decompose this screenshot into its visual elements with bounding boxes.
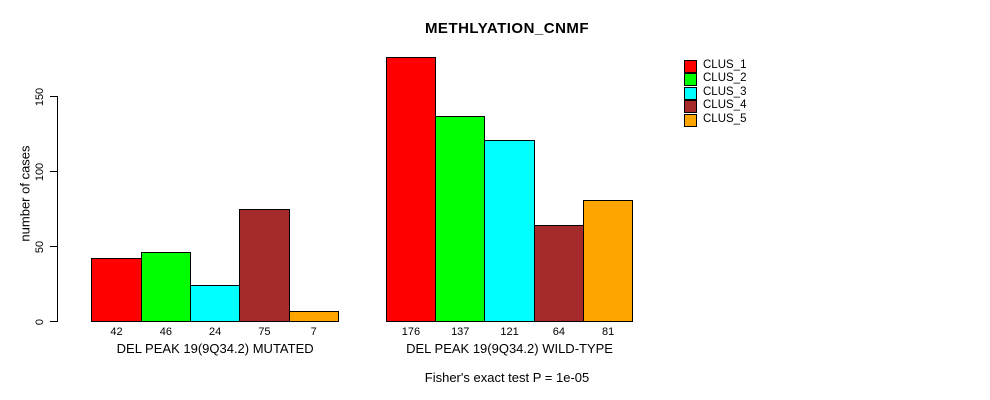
bar-value-label: 7 xyxy=(310,326,317,338)
y-tick-label: 100 xyxy=(34,162,46,181)
y-tick-mark xyxy=(50,246,57,247)
bar xyxy=(385,57,437,322)
bar-value-label: 137 xyxy=(451,326,470,338)
bar xyxy=(140,252,191,322)
bar-value-label: 42 xyxy=(110,326,123,338)
legend-label: CLUS_3 xyxy=(703,85,747,98)
legend-swatch-clus_1 xyxy=(684,60,697,73)
bar-value-label: 75 xyxy=(258,326,271,338)
legend-swatch-clus_4 xyxy=(684,100,697,114)
bar-value-label: 81 xyxy=(602,326,615,338)
y-tick-mark xyxy=(50,321,57,322)
y-tick-label: 0 xyxy=(34,318,46,325)
legend-swatch-clus_2 xyxy=(684,73,697,87)
legend-label: CLUS_2 xyxy=(703,72,747,85)
legend-swatch-clus_5 xyxy=(684,113,697,127)
bar-value-label: 176 xyxy=(401,326,421,338)
bar xyxy=(239,208,290,322)
bar xyxy=(190,285,241,322)
y-axis-label: number of cases xyxy=(17,145,33,242)
bar xyxy=(533,225,584,322)
annotation-text: Fisher's exact test P = 1e-05 xyxy=(424,370,590,385)
bar-value-label: 46 xyxy=(159,326,172,338)
legend-label: CLUS_5 xyxy=(703,112,747,125)
chart-title: METHLYATION_CNMF xyxy=(424,20,590,37)
bar xyxy=(484,139,535,322)
bar-value-label: 24 xyxy=(209,326,222,338)
bar xyxy=(435,115,486,322)
y-tick-label: 150 xyxy=(34,87,46,106)
bar-value-label: 64 xyxy=(552,326,565,338)
bar xyxy=(288,310,339,322)
legend-swatch-clus_3 xyxy=(684,86,697,100)
y-tick-label: 50 xyxy=(34,240,46,253)
legend-label: CLUS_1 xyxy=(703,59,747,71)
x-group-label: DEL PEAK 19(9Q34.2) WILD-TYPE xyxy=(406,341,613,356)
legend-label: CLUS_4 xyxy=(703,99,747,112)
bar xyxy=(91,258,142,322)
bar-value-label: 121 xyxy=(500,326,519,338)
y-axis-line xyxy=(57,96,58,322)
y-tick-mark xyxy=(50,96,57,97)
bar xyxy=(583,199,634,322)
x-group-label: DEL PEAK 19(9Q34.2) MUTATED xyxy=(116,341,314,356)
y-tick-mark xyxy=(50,171,57,172)
